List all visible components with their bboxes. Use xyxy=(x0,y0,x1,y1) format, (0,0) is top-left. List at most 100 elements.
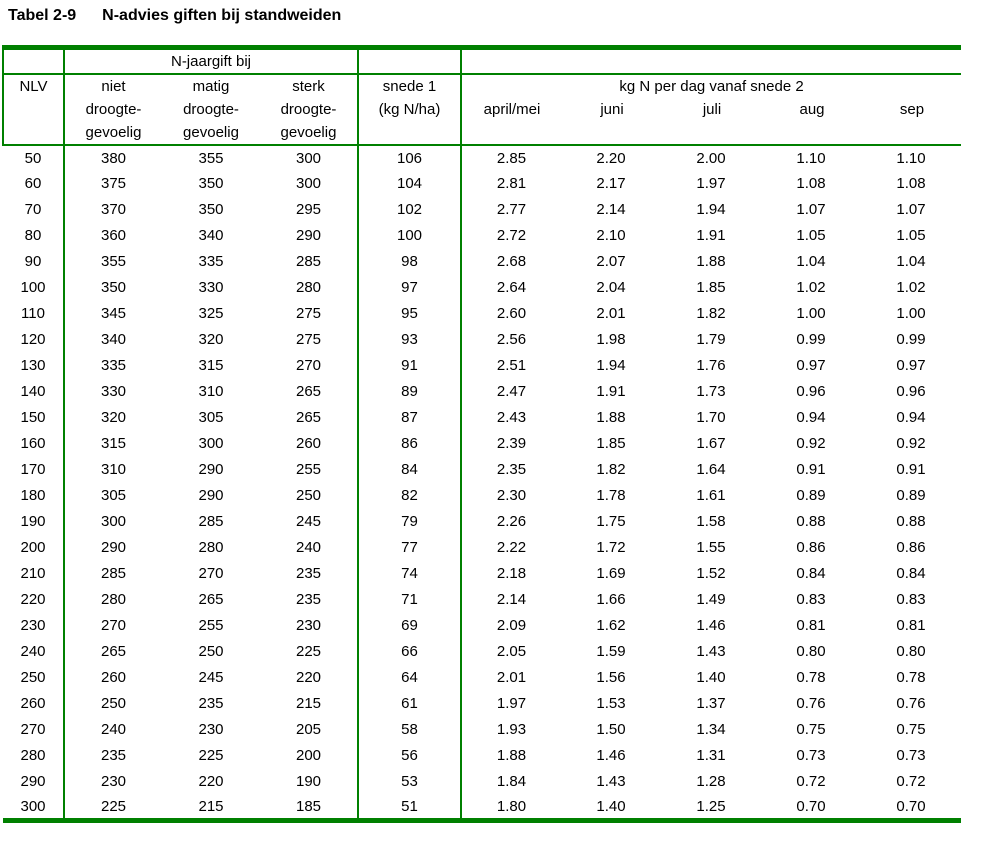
nlv-cell: 190 xyxy=(3,508,65,535)
juli-cell: 1.85 xyxy=(696,279,726,296)
niet-cell: 370 xyxy=(100,201,127,218)
sterk-cell: 235 xyxy=(260,560,359,587)
aug-cell: 1.04 xyxy=(796,253,826,270)
snede1-cell: 102 xyxy=(358,196,462,223)
aprilmei-cell: 2.47 xyxy=(496,383,527,400)
snede1-cell: 87 xyxy=(358,404,462,431)
nlv-cell: 50 xyxy=(3,144,65,171)
sep-cell: 0.92 xyxy=(896,435,926,452)
juni-cell: 1.69 xyxy=(596,565,626,582)
sterk-cell: 260 xyxy=(260,430,359,457)
snede1-cell: 61 xyxy=(358,690,462,717)
sterk-cell: 285 xyxy=(260,248,359,275)
matig-cell: 215 xyxy=(162,794,260,823)
juli-cell: 1.28 xyxy=(696,773,726,790)
table-row: 80 360 340 290 100 2.72 2.10 1.91 1.05 1.05 xyxy=(3,222,961,249)
table-row: 140 330 310 265 89 2.47 1.91 1.73 0.96 0.96 xyxy=(3,378,961,405)
niet-cell: 230 xyxy=(100,773,127,790)
aug-cell: 0.92 xyxy=(796,435,826,452)
juni-cell: 1.94 xyxy=(596,357,626,374)
header-spacer-snede1 xyxy=(358,45,462,75)
niet-cell: 345 xyxy=(100,305,127,322)
juli-cell: 1.88 xyxy=(696,253,726,270)
header-col-snede1: snede 1 (kg N/ha) xyxy=(358,73,462,146)
table-row: 180 305 290 250 82 2.30 1.78 1.61 0.89 0.89 xyxy=(3,482,961,509)
matig-cell: 330 xyxy=(198,279,224,296)
juni-cell: 1.88 xyxy=(596,409,626,426)
aprilmei-cell: 2.30 xyxy=(496,487,527,504)
aprilmei-cell: 2.77 xyxy=(496,201,527,218)
matig-cell: 350 xyxy=(198,175,224,192)
nlv-cell: 250 xyxy=(3,664,65,691)
header-line: sterk xyxy=(292,77,325,95)
juni-cell: 2.17 xyxy=(596,175,626,192)
nlv-cell: 270 xyxy=(3,716,65,743)
juli-cell: 1.43 xyxy=(696,643,726,660)
header-line: gevoelig xyxy=(280,123,337,141)
header-col-sterk-droogtegevoelig: sterk droogte- gevoelig xyxy=(260,73,359,146)
aug-cell: 0.91 xyxy=(796,461,826,478)
juni-cell: 2.20 xyxy=(596,149,626,167)
sterk-cell: 295 xyxy=(260,196,359,223)
niet-cell: 310 xyxy=(100,461,127,478)
juli-cell: 1.31 xyxy=(696,747,726,764)
table-row: 110 345 325 275 95 2.60 2.01 1.82 1.00 1.00 xyxy=(3,300,961,327)
aug-cell: 0.97 xyxy=(796,357,826,374)
matig-cell: 300 xyxy=(198,435,224,452)
matig-cell: 285 xyxy=(198,513,224,530)
header-spacer-right xyxy=(461,45,962,75)
juli-cell: 1.64 xyxy=(696,461,726,478)
header-month-sep: sep xyxy=(899,100,925,118)
aprilmei-cell: 2.26 xyxy=(496,513,527,530)
nlv-cell: 90 xyxy=(3,248,65,275)
table-row: 210 285 270 235 74 2.18 1.69 1.52 0.84 0.84 xyxy=(3,560,961,587)
header-month-aprilmei: april/mei xyxy=(483,100,541,118)
niet-cell: 335 xyxy=(100,357,127,374)
nlv-cell: 170 xyxy=(3,456,65,483)
juli-cell: 1.73 xyxy=(696,383,726,400)
matig-cell: 225 xyxy=(198,747,224,764)
niet-cell: 320 xyxy=(100,409,127,426)
aug-cell: 0.70 xyxy=(761,794,861,823)
table-row: 150 320 305 265 87 2.43 1.88 1.70 0.94 0.94 xyxy=(3,404,961,431)
juli-cell: 1.61 xyxy=(696,487,726,504)
aprilmei-cell: 2.35 xyxy=(496,461,527,478)
nlv-cell: 80 xyxy=(3,222,65,249)
sterk-cell: 235 xyxy=(260,586,359,613)
nlv-cell: 130 xyxy=(3,352,65,379)
table-row: 100 350 330 280 97 2.64 2.04 1.85 1.02 1.02 xyxy=(3,274,961,301)
juli-cell: 1.40 xyxy=(696,669,726,686)
matig-cell: 310 xyxy=(198,383,224,400)
table-row: 290 230 220 190 53 1.84 1.43 1.28 0.72 0.72 xyxy=(3,768,961,795)
aprilmei-cell: 2.64 xyxy=(496,279,527,296)
aprilmei-cell: 2.14 xyxy=(496,591,527,608)
header-month-juni: juni xyxy=(600,100,624,118)
juni-cell: 2.07 xyxy=(596,253,626,270)
aug-cell: 1.10 xyxy=(796,149,826,167)
table-header: N-jaargift bij NLV niet droogte- gevoeli… xyxy=(2,45,962,146)
matig-cell: 325 xyxy=(198,305,224,322)
header-col-kgn-group: kg N per dag vanaf snede 2 april/mei jun… xyxy=(461,73,962,146)
header-col-matig-droogtegevoelig: matig droogte- gevoelig xyxy=(162,73,260,146)
juni-cell: 1.40 xyxy=(561,794,661,823)
niet-cell: 270 xyxy=(100,617,127,634)
sep-cell: 0.70 xyxy=(861,794,962,823)
sterk-cell: 190 xyxy=(260,768,359,795)
sep-cell: 1.10 xyxy=(896,149,926,167)
juli-cell: 1.91 xyxy=(696,227,726,244)
nlv-cell: 230 xyxy=(3,612,65,639)
aug-cell: 0.81 xyxy=(796,617,826,634)
nlv-cell: 210 xyxy=(3,560,65,587)
sterk-cell: 265 xyxy=(260,378,359,405)
matig-cell: 340 xyxy=(198,227,224,244)
snede1-cell: 91 xyxy=(358,352,462,379)
sep-cell: 0.75 xyxy=(896,721,926,738)
aug-cell: 1.02 xyxy=(796,279,826,296)
table-body: 50 380 355 300 106 2.85 2.20 2.00 1.10 1.10 60 375 3… xyxy=(3,144,962,823)
aug-cell: 1.05 xyxy=(796,227,826,244)
header-group-jaargift: N-jaargift bij xyxy=(64,45,359,75)
aprilmei-cell: 2.68 xyxy=(496,253,527,270)
header-kgn-group-label: kg N per dag vanaf snede 2 xyxy=(619,77,804,95)
juli-cell: 1.79 xyxy=(696,331,726,348)
